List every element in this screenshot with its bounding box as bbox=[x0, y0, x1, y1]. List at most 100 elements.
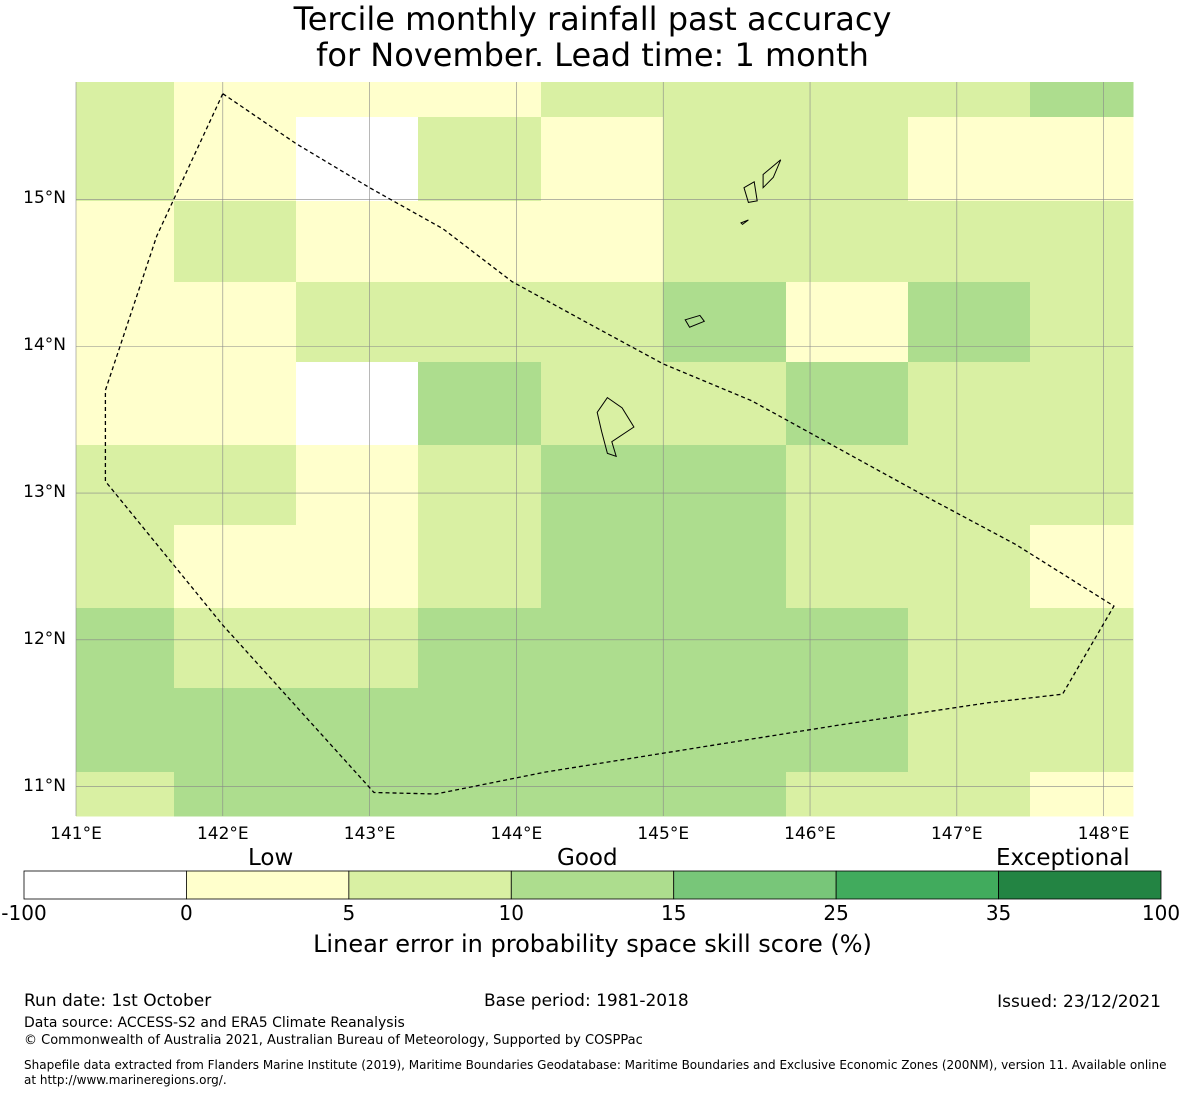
colorbar-category-low: Low bbox=[248, 845, 294, 871]
skill-cell bbox=[76, 445, 175, 526]
skill-cell bbox=[786, 772, 909, 817]
skill-cell bbox=[76, 688, 175, 773]
colorbar-tick-label: 15 bbox=[660, 901, 687, 925]
skill-cell bbox=[1030, 608, 1134, 689]
skill-cell bbox=[418, 201, 542, 283]
skill-cell bbox=[418, 282, 542, 363]
island-outline bbox=[740, 219, 749, 226]
skill-cell bbox=[786, 201, 909, 283]
skill-cell bbox=[663, 282, 787, 363]
skill-cell bbox=[908, 688, 1031, 773]
skill-cell bbox=[418, 445, 542, 526]
skill-cell bbox=[1030, 82, 1134, 118]
skill-cell bbox=[174, 688, 297, 773]
skill-cell bbox=[786, 525, 909, 609]
skill-cell bbox=[76, 117, 175, 202]
longitude-tick-label: 142°E bbox=[196, 824, 249, 844]
longitude-tick-label: 141°E bbox=[50, 824, 102, 844]
skill-cell bbox=[908, 362, 1031, 446]
latitude-tick-label: 12°N bbox=[23, 628, 66, 649]
skill-cell bbox=[76, 525, 175, 609]
longitude-tick-label: 146°E bbox=[784, 824, 836, 844]
colorbar-category-exceptional: Exceptional bbox=[996, 845, 1130, 871]
skill-cell bbox=[786, 362, 909, 446]
skill-cell bbox=[541, 525, 664, 609]
skill-cell bbox=[296, 117, 419, 202]
latitude-tick-label: 11°N bbox=[23, 775, 66, 796]
colorbar-segment bbox=[186, 870, 350, 900]
skill-cell bbox=[541, 608, 664, 689]
skill-cell bbox=[76, 82, 175, 118]
colorbar-tick-label: 10 bbox=[498, 901, 525, 925]
skill-cell bbox=[418, 688, 542, 773]
shapefile-credit-line1: Shapefile data extracted from Flanders M… bbox=[24, 1058, 1167, 1072]
skill-cell bbox=[541, 117, 664, 202]
skill-cell bbox=[76, 282, 175, 363]
skill-cell bbox=[1030, 201, 1134, 283]
skill-cell bbox=[786, 117, 909, 202]
skill-cell bbox=[1030, 525, 1134, 609]
skill-cell bbox=[908, 445, 1031, 526]
colorbar-segment bbox=[673, 870, 837, 900]
skill-cell bbox=[174, 525, 297, 609]
skill-cell bbox=[908, 608, 1031, 689]
skill-cell bbox=[786, 282, 909, 363]
skill-cell bbox=[663, 772, 787, 817]
shapefile-credit-line2: at http://www.marineregions.org/. bbox=[24, 1073, 227, 1087]
skill-cell bbox=[296, 445, 419, 526]
skill-cell bbox=[541, 772, 664, 817]
skill-cell bbox=[663, 688, 787, 773]
eez-boundary bbox=[104, 93, 1115, 795]
skill-cell bbox=[663, 117, 787, 202]
skill-cell bbox=[663, 82, 787, 118]
island-outline bbox=[684, 314, 706, 328]
skill-cell bbox=[174, 282, 297, 363]
skill-cell bbox=[174, 201, 297, 283]
skill-cell bbox=[541, 282, 664, 363]
skill-cell bbox=[174, 445, 297, 526]
longitude-tick-label: 144°E bbox=[490, 824, 543, 844]
skill-cell bbox=[418, 362, 542, 446]
skill-cell bbox=[418, 82, 542, 118]
chart-title-line2: for November. Lead time: 1 month bbox=[316, 36, 869, 74]
skill-cell bbox=[908, 201, 1031, 283]
skill-cell bbox=[76, 772, 175, 817]
skill-cell bbox=[174, 772, 297, 817]
skill-cell bbox=[1030, 282, 1134, 363]
colorbar-tick-label: 25 bbox=[823, 901, 849, 925]
skill-cell bbox=[663, 445, 787, 526]
skill-cell bbox=[1030, 362, 1134, 446]
skill-cell bbox=[786, 445, 909, 526]
skill-cell bbox=[174, 117, 297, 202]
skill-cell bbox=[663, 201, 787, 283]
skill-cell bbox=[1030, 772, 1134, 817]
skill-cell bbox=[908, 525, 1031, 609]
skill-cell bbox=[296, 608, 419, 689]
island-outline bbox=[762, 159, 782, 189]
skill-cell bbox=[296, 282, 419, 363]
skill-cell bbox=[296, 772, 419, 817]
skill-cell bbox=[1030, 117, 1134, 202]
skill-cell bbox=[174, 608, 297, 689]
colorbar-tick-label: 35 bbox=[985, 901, 1012, 925]
skill-cell bbox=[663, 362, 787, 446]
skill-cell bbox=[296, 201, 419, 283]
skill-cell bbox=[418, 525, 542, 609]
longitude-tick-label: 143°E bbox=[343, 824, 396, 844]
skill-cell bbox=[541, 82, 664, 118]
skill-cell bbox=[663, 525, 787, 609]
skill-cell bbox=[908, 282, 1031, 363]
run-date: Run date: 1st October bbox=[24, 991, 212, 1011]
skill-cell bbox=[786, 82, 909, 118]
island-outline bbox=[743, 181, 758, 203]
colorbar-segment bbox=[23, 870, 187, 900]
skill-cell bbox=[174, 362, 297, 446]
skill-cell bbox=[786, 608, 909, 689]
longitude-tick-label: 145°E bbox=[637, 824, 690, 844]
skill-cell bbox=[418, 608, 542, 689]
latitude-tick-label: 14°N bbox=[23, 335, 66, 356]
colorbar-label: Linear error in probability space skill … bbox=[313, 930, 872, 958]
skill-cell bbox=[541, 201, 664, 283]
skill-cell bbox=[663, 608, 787, 689]
